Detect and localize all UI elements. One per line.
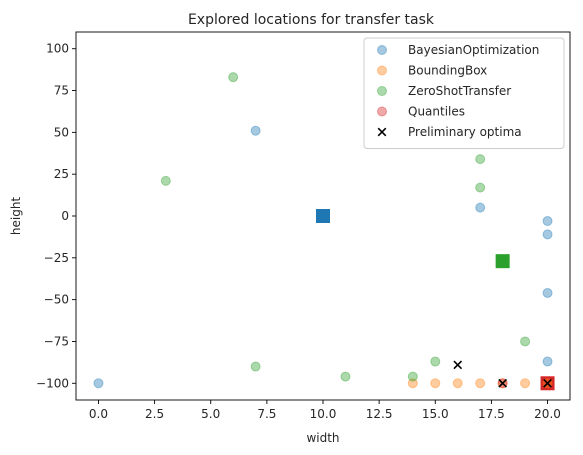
point-zeroshottransfer — [228, 72, 239, 83]
legend-marker — [377, 65, 387, 76]
y-tick-label: 25 — [54, 167, 69, 181]
legend-entry-label: Quantiles — [408, 105, 465, 119]
point-boundingbox — [520, 378, 531, 389]
chart-title: Explored locations for transfer task — [188, 12, 435, 28]
preliminary-optimum-marker — [543, 378, 552, 388]
preliminary-optimum-marker — [498, 378, 508, 388]
point-bayesianoptimization — [475, 202, 486, 213]
x-tick-label: 17.5 — [478, 407, 505, 421]
legend-entry-label: Preliminary optima — [408, 125, 522, 139]
legend-entry-label: ZeroShotTransfer — [408, 84, 511, 98]
y-tick-label: 100 — [46, 42, 69, 56]
plot-area — [93, 72, 555, 391]
point-bayesianoptimization — [542, 287, 553, 298]
point-boundingbox — [452, 378, 463, 389]
y-axis-label: height — [9, 197, 23, 236]
point-zeroshottransfer — [160, 175, 171, 186]
preliminary-optimum-marker — [453, 360, 463, 370]
y-tick-label: −100 — [36, 376, 69, 390]
axis-ticks: 0.0 2.5 5.0 7.5 10.0 12.5 15.0 17.5 20.0 −100 −75 −… — [36, 42, 561, 421]
y-tick-label: 0 — [61, 209, 69, 223]
point-zeroshottransfer — [475, 182, 486, 193]
point-zeroshottransfer — [520, 336, 531, 347]
optimum-square-bayesianoptimization — [316, 209, 330, 223]
point-bayesianoptimization — [542, 356, 553, 367]
x-tick-label: 12.5 — [366, 407, 393, 421]
x-tick-label: 10.0 — [310, 407, 337, 421]
x-tick-label: 0.0 — [89, 407, 108, 421]
y-tick-label: −25 — [44, 251, 69, 265]
y-tick-label: 75 — [54, 84, 69, 98]
point-zeroshottransfer — [250, 361, 261, 372]
point-zeroshottransfer — [340, 371, 351, 382]
point-bayesianoptimization — [93, 378, 104, 389]
legend-entry-label: BoundingBox — [408, 64, 487, 78]
point-boundingbox — [475, 378, 486, 389]
point-boundingbox — [407, 378, 418, 389]
y-tick-label: −50 — [44, 293, 69, 307]
point-zeroshottransfer — [407, 371, 418, 382]
point-bayesianoptimization — [542, 229, 553, 240]
point-zeroshottransfer — [430, 356, 441, 367]
legend-marker — [377, 45, 387, 55]
legend-marker — [377, 127, 387, 137]
x-tick-label: 20.0 — [534, 407, 561, 421]
y-tick-label: −75 — [44, 334, 69, 348]
point-bayesianoptimization — [542, 216, 553, 227]
point-zeroshottransfer — [475, 154, 486, 165]
legend-marker — [377, 106, 387, 117]
legend: BayesianOptimization BoundingBox ZeroShotT… — [363, 37, 565, 149]
x-tick-label: 2.5 — [145, 407, 164, 421]
axes-frame — [75, 31, 571, 401]
x-tick-label: 7.5 — [257, 407, 276, 421]
y-tick-label: 50 — [54, 125, 69, 139]
point-boundingbox — [430, 378, 441, 389]
legend-entry-label: BayesianOptimization — [408, 43, 539, 57]
optimum-square-zeroshottransfer — [495, 254, 510, 269]
legend-box — [363, 37, 565, 149]
legend-marker — [377, 86, 387, 96]
x-axis-label: width — [306, 431, 339, 445]
point-bayesianoptimization — [250, 125, 261, 136]
x-tick-label: 5.0 — [201, 407, 220, 421]
x-tick-label: 15.0 — [422, 407, 449, 421]
